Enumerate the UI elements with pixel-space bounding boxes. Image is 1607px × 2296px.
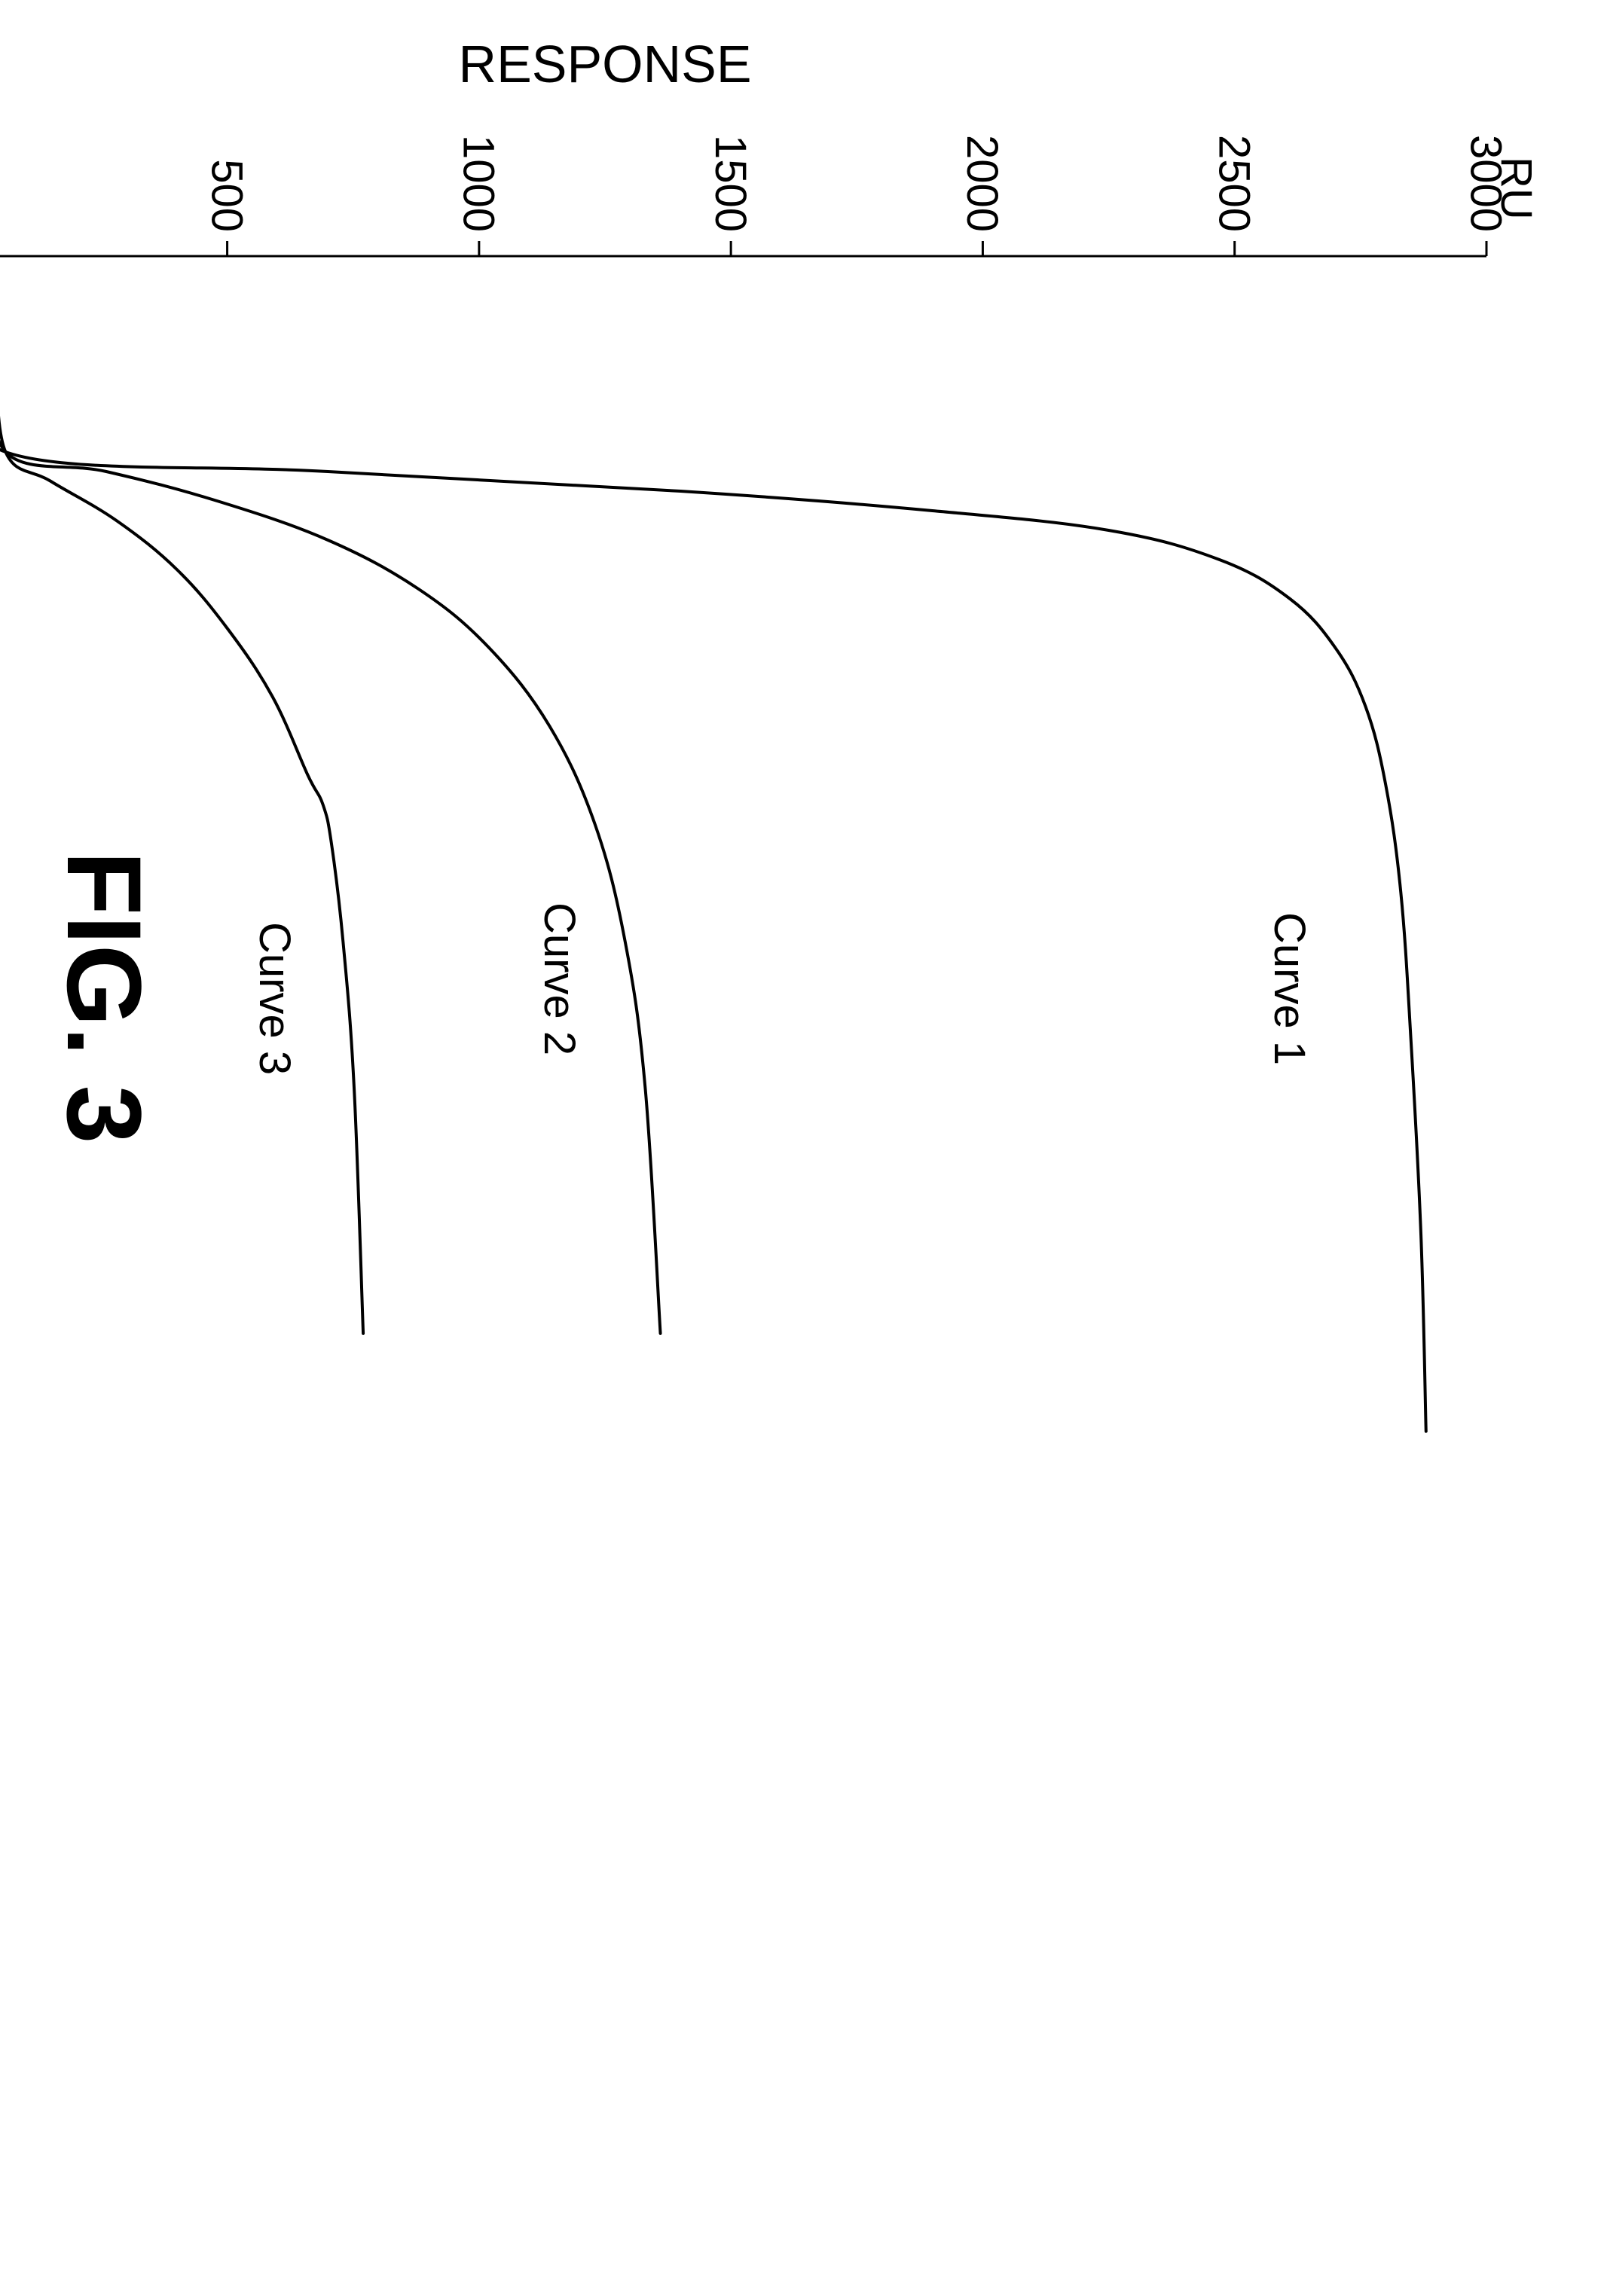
y-tick-label: 1000 — [454, 135, 503, 232]
figure-container: -20002004006008001000-500050010001500200… — [0, 0, 1607, 2296]
y-axis-label: RESPONSE — [459, 35, 752, 93]
curve-3 — [0, 354, 363, 1333]
curve-1 — [0, 354, 1426, 1431]
y-tick-label: 1500 — [706, 135, 755, 232]
y-tick-label: 2000 — [958, 135, 1007, 232]
y-tick-label: 2500 — [1209, 135, 1258, 232]
curve-1-label: Curve 1 — [1265, 912, 1314, 1065]
chart-svg: -20002004006008001000-500050010001500200… — [0, 0, 1607, 2296]
curve-2-label: Curve 2 — [535, 902, 584, 1055]
figure-caption: FIG. 3 — [45, 851, 163, 1144]
y-tick-label: 500 — [202, 159, 251, 232]
curve-3-label: Curve 3 — [250, 922, 299, 1075]
y-unit-label: RU — [1492, 157, 1541, 220]
